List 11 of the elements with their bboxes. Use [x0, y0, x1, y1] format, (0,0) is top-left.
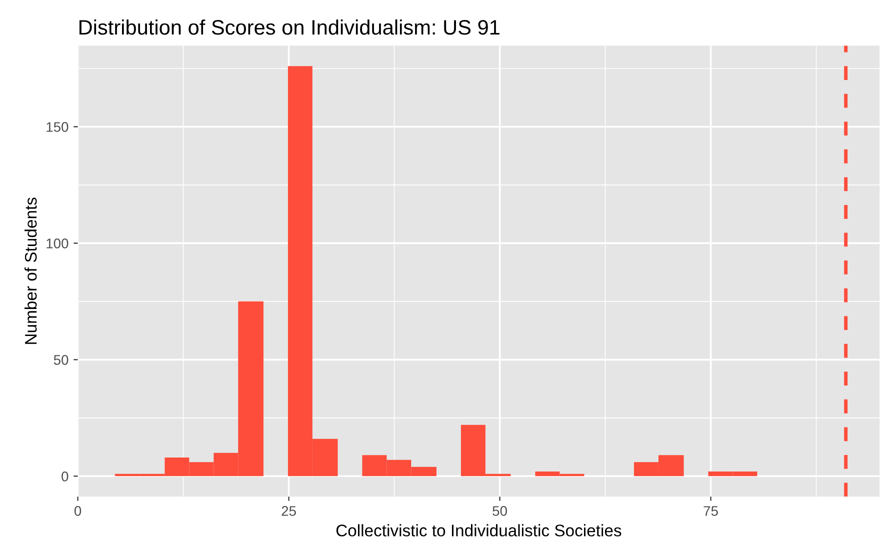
- y-tick-label: 50: [54, 355, 68, 365]
- x-tick-label: 25: [282, 506, 296, 516]
- chart-title: Distribution of Scores on Individualism: US 91: [80, 19, 500, 35]
- x-tick-label: 75: [704, 506, 718, 516]
- x-axis-title: Collectivistic to Individualistic Societies: [336, 524, 622, 536]
- y-tick-label: 150: [46, 122, 68, 132]
- y-axis-title: Number of Students: [24, 198, 37, 344]
- x-tick-label: 50: [492, 506, 507, 516]
- y-tick-label: 100: [46, 238, 68, 248]
- x-tick-label: 0: [74, 506, 82, 516]
- y-tick-label: 0: [62, 471, 68, 482]
